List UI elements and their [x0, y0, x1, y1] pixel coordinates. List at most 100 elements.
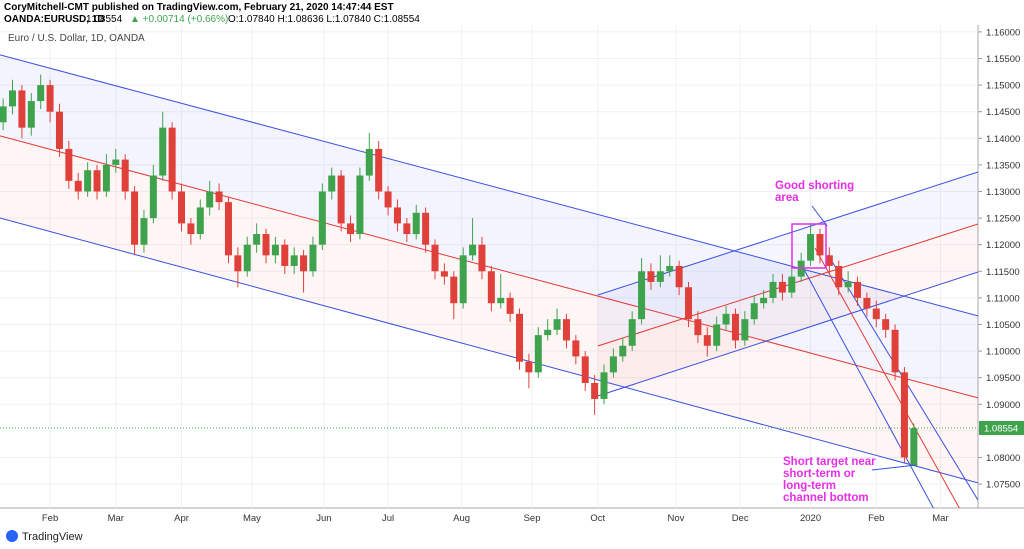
- candle-body: [835, 265, 843, 288]
- candle-body: [816, 234, 824, 256]
- y-tick-label: 1.15500: [986, 54, 1020, 65]
- candle-body: [412, 212, 420, 235]
- candle-body: [478, 244, 486, 272]
- y-tick-label: 1.15000: [986, 81, 1020, 92]
- candle-body: [760, 297, 768, 304]
- trend-line: [0, 54, 978, 317]
- brand: TradingView: [22, 531, 83, 543]
- annotation-text: Short target near: [783, 456, 876, 468]
- candle-body: [713, 324, 721, 346]
- candle-body: [638, 271, 646, 320]
- y-tick-label: 1.09000: [986, 400, 1020, 411]
- channel-fill: [0, 54, 978, 398]
- y-tick-label: 1.11000: [986, 293, 1020, 304]
- symbol: OANDA:EURUSD, 1D: [4, 14, 105, 25]
- candle-body: [854, 281, 862, 298]
- arrow: [811, 205, 828, 227]
- y-tick-label: 1.13000: [986, 187, 1020, 198]
- logo: TradingView: [6, 530, 83, 543]
- candle-body: [666, 265, 674, 272]
- candle-body: [46, 85, 54, 112]
- candle-body: [628, 319, 636, 346]
- candle-body: [891, 329, 899, 373]
- x-tick-label: Oct: [590, 513, 605, 524]
- candle-body: [562, 319, 570, 341]
- channel-fill: [597, 223, 978, 397]
- x-tick-label: Jul: [382, 513, 394, 524]
- candle-body: [619, 345, 627, 357]
- candle-body: [112, 159, 120, 165]
- candle-body: [403, 223, 411, 235]
- candle-body: [609, 356, 617, 373]
- candle-body: [149, 175, 157, 219]
- chart-title: Euro / U.S. Dollar, 1D, OANDA: [8, 33, 145, 44]
- y-tick-label: 1.10000: [986, 347, 1020, 358]
- candle-body: [9, 90, 17, 107]
- candle-body: [450, 276, 458, 304]
- candle-body: [74, 180, 82, 192]
- candle-body: [281, 244, 289, 266]
- candle-body: [825, 255, 833, 266]
- x-tick-label: Mar: [108, 513, 124, 524]
- candle-body: [656, 271, 664, 282]
- candle-body: [469, 244, 477, 256]
- candles: [0, 74, 918, 466]
- candle-body: [356, 175, 364, 235]
- candle-body: [506, 297, 514, 314]
- candle-body: [600, 372, 608, 399]
- candle-body: [37, 85, 45, 102]
- x-tick-label: Feb: [868, 513, 884, 524]
- x-tick-label: Apr: [174, 513, 189, 524]
- x-tick-label: Dec: [732, 513, 749, 524]
- candle-body: [224, 202, 232, 256]
- candle-body: [318, 191, 326, 245]
- candle-body: [290, 255, 298, 266]
- candle-body: [675, 265, 683, 288]
- candle-body: [187, 223, 195, 235]
- annotation-text: Good shorting: [775, 180, 854, 192]
- trend-line: [597, 271, 978, 397]
- candle-body: [140, 218, 148, 245]
- change: ▲ +0.00714 (+0.66%): [130, 14, 228, 25]
- candle-body: [365, 148, 373, 176]
- candle-body: [168, 127, 176, 192]
- last: 1.08554: [86, 14, 123, 25]
- candle-body: [0, 106, 7, 123]
- annotation-text: area: [775, 192, 799, 204]
- candle-body: [807, 234, 815, 261]
- candle-body: [178, 191, 186, 224]
- y-tick-label: 1.11500: [986, 267, 1020, 278]
- candle-body: [722, 313, 730, 325]
- candle-body: [516, 313, 524, 362]
- candle-body: [497, 297, 505, 304]
- channel-fill: [597, 171, 978, 347]
- publisher: CoryMitchell-CMT published on TradingVie…: [4, 2, 394, 13]
- y-tick-label: 1.14000: [986, 134, 1020, 145]
- candle-body: [375, 148, 383, 192]
- candle-body: [55, 111, 63, 149]
- candle-body: [27, 101, 35, 128]
- candle-body: [581, 356, 589, 383]
- candle-body: [271, 244, 279, 256]
- candle-body: [863, 297, 871, 309]
- y-tick-label: 1.13500: [986, 160, 1020, 171]
- candle-body: [215, 191, 223, 203]
- drawings: [0, 54, 978, 508]
- candle-body: [572, 340, 580, 357]
- x-tick-label: Aug: [453, 513, 470, 524]
- candle-body: [196, 207, 204, 235]
- shorting-box: [791, 223, 827, 269]
- candle-body: [431, 244, 439, 272]
- candle-body: [337, 175, 345, 224]
- candle-body: [534, 335, 542, 373]
- candle-body: [910, 428, 918, 466]
- x-tick-label: May: [243, 513, 261, 524]
- candle-body: [300, 255, 308, 272]
- x-tick-label: 2020: [800, 513, 821, 524]
- candle-body: [553, 319, 561, 330]
- candle-body: [121, 159, 129, 192]
- y-tick-label: 1.14500: [986, 107, 1020, 118]
- candle-body: [84, 170, 92, 192]
- candle-body: [769, 281, 777, 298]
